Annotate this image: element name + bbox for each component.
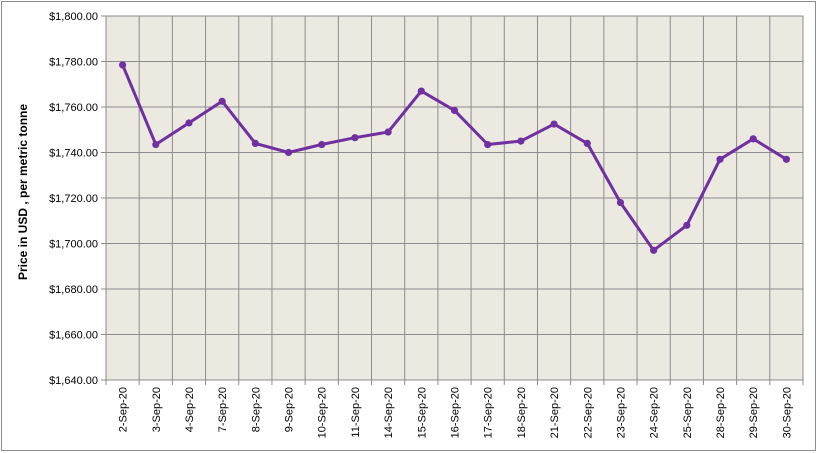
- y-tick-label: $1,700.00: [49, 239, 98, 251]
- data-point: [517, 137, 525, 145]
- data-point: [616, 198, 625, 207]
- data-point: [550, 120, 558, 128]
- x-axis-ticks: 2-Sep-20 3-Sep-20 4-Sep-20 7-Sep-20 8-Sep-20…: [118, 387, 794, 438]
- data-point: [118, 61, 127, 69]
- y-tick-label: $1,760.00: [49, 102, 98, 114]
- data-point: [218, 97, 226, 105]
- x-tick-label: 3-Sep-20: [151, 387, 163, 432]
- x-tick-label: 2-Sep-20: [118, 387, 130, 432]
- data-point: [484, 140, 492, 149]
- x-tick-label: 23-Sep-20: [615, 387, 627, 438]
- x-tick-label: 9-Sep-20: [284, 387, 296, 432]
- y-axis-title: Price in USD , per metric tonne: [16, 104, 30, 280]
- y-tick-label: $1,780.00: [49, 57, 98, 69]
- x-tick-label: 30-Sep-20: [781, 387, 793, 438]
- data-point: [384, 128, 392, 136]
- x-tick-label: 17-Sep-20: [483, 387, 495, 438]
- x-tick-label: 16-Sep-20: [450, 387, 462, 438]
- y-tick-label: $1,740.00: [49, 148, 98, 160]
- x-tick-label: 25-Sep-20: [682, 387, 694, 438]
- data-point: [650, 246, 658, 254]
- x-tick-label: 29-Sep-20: [748, 387, 760, 438]
- data-point: [716, 155, 724, 163]
- data-point: [583, 139, 591, 147]
- x-tick-label: 4-Sep-20: [184, 387, 196, 432]
- data-point: [782, 155, 791, 163]
- data-point: [318, 140, 326, 149]
- x-tick-label: 24-Sep-20: [649, 387, 661, 438]
- y-tick-label: $1,640.00: [49, 375, 98, 387]
- data-point: [351, 134, 359, 142]
- y-tick-label: $1,680.00: [49, 284, 98, 296]
- data-point: [185, 119, 193, 127]
- data-point: [251, 139, 259, 147]
- x-tick-label: 22-Sep-20: [582, 387, 594, 438]
- y-axis-ticks: $1,640.00 $1,660.00 $1,680.00 $1,700.00 $1,7…: [49, 11, 98, 387]
- x-tick-label: 14-Sep-20: [383, 387, 395, 438]
- data-point: [683, 221, 691, 229]
- x-tick-label: 8-Sep-20: [250, 387, 262, 432]
- x-tick-label: 21-Sep-20: [549, 387, 561, 438]
- x-tick-label: 7-Sep-20: [217, 387, 229, 432]
- data-point: [749, 135, 757, 143]
- y-tick-label: $1,800.00: [49, 11, 98, 23]
- x-tick-label: 10-Sep-20: [317, 387, 329, 438]
- y-tick-label: $1,660.00: [49, 330, 98, 342]
- x-tick-label: 28-Sep-20: [715, 387, 727, 438]
- data-point: [417, 87, 425, 95]
- x-tick-label: 15-Sep-20: [416, 387, 428, 438]
- data-points: [118, 61, 791, 254]
- data-point: [450, 106, 459, 115]
- data-point: [284, 148, 293, 157]
- y-tick-label: $1,720.00: [49, 193, 98, 205]
- x-tick-label: 11-Sep-20: [350, 387, 362, 438]
- grid: [101, 15, 804, 385]
- data-point: [152, 140, 160, 149]
- x-tick-label: 18-Sep-20: [516, 387, 528, 438]
